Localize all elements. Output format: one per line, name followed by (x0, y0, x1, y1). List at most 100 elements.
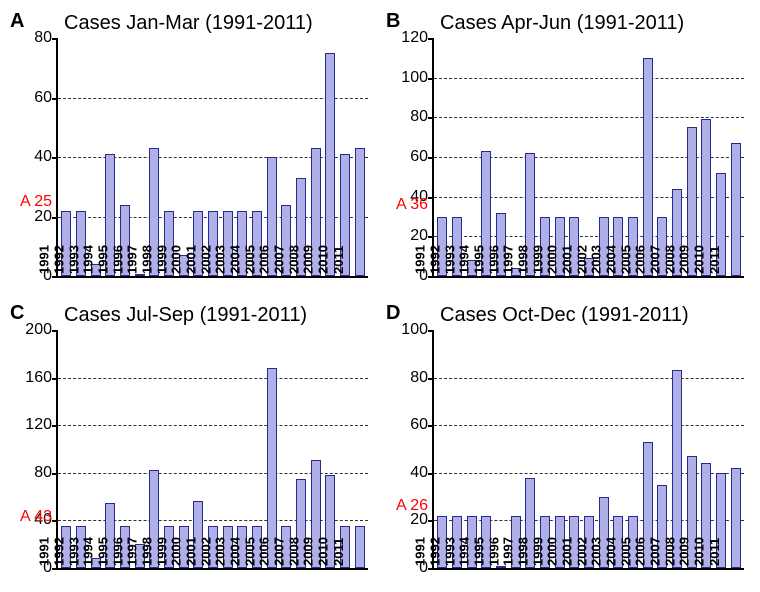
x-category-label: 1992 (52, 245, 67, 274)
y-tick-label: 100 (401, 69, 434, 87)
y-tick-label: 80 (410, 108, 434, 126)
mean-annotation: A 43 (20, 508, 58, 526)
x-category-label: 2006 (633, 245, 648, 274)
x-category-label: 1991 (37, 537, 52, 566)
bar-slot: 2009 (324, 38, 337, 276)
x-category-label: 2005 (618, 537, 633, 566)
bar-slot: 1998 (539, 38, 552, 276)
x-category-label: 1995 (96, 245, 111, 274)
x-category-label: 1998 (140, 245, 155, 274)
bar (135, 274, 145, 276)
x-category-label: 1994 (81, 245, 96, 274)
bars-container: 1991199219931994199519961997199819992000… (434, 38, 744, 276)
x-category-label: 2004 (604, 537, 619, 566)
x-category-label: 2001 (560, 245, 575, 274)
bar-slot: 1993 (465, 38, 478, 276)
bar-slot: 1996 (133, 38, 146, 276)
y-tick-label: 60 (410, 148, 434, 166)
plot-area: 020406080A 25199119921993199419951996199… (56, 38, 368, 278)
bar-slot: 2007 (295, 38, 308, 276)
bar-slot: 1997 (148, 330, 161, 568)
plot-area: 020406080100120A 36199119921993199419951… (432, 38, 744, 278)
x-category-label: 1997 (501, 245, 516, 274)
x-category-label: 2000 (169, 245, 184, 274)
bar-slot: 2000 (192, 330, 205, 568)
bar-slot: 2009 (700, 330, 713, 568)
x-category-label: 2007 (648, 537, 663, 566)
panel-c: CCases Jul-Sep (1991-2011)04080120160200… (4, 300, 376, 588)
bar-slot: 1997 (524, 330, 537, 568)
x-category-label: 2008 (662, 245, 677, 274)
bar-slot: 1991 (60, 330, 73, 568)
x-category-label: 1993 (66, 245, 81, 274)
bar-slot: 2005 (265, 38, 278, 276)
x-category-label: 1993 (442, 537, 457, 566)
x-category-label: 1996 (486, 245, 501, 274)
bar (355, 148, 365, 276)
x-category-label: 2002 (198, 245, 213, 274)
x-category-label: 1995 (96, 537, 111, 566)
panel-b: BCases Apr-Jun (1991-2011)02040608010012… (380, 8, 752, 296)
x-category-label: 2010 (316, 245, 331, 274)
x-category-label: 2001 (560, 537, 575, 566)
x-category-label: 1999 (154, 537, 169, 566)
bar-slot: 2004 (627, 38, 640, 276)
bar-slot: 1994 (104, 330, 117, 568)
bar-slot: 1999 (177, 38, 190, 276)
bar-slot: 1992 (75, 38, 88, 276)
x-category-label: 1997 (501, 537, 516, 566)
bar-slot: 2011 (729, 38, 742, 276)
bar-slot: 1995 (495, 38, 508, 276)
bar-slot: 2007 (671, 330, 684, 568)
bar-slot: 2007 (671, 38, 684, 276)
bar-slot: 2011 (353, 330, 366, 568)
y-tick-label: 80 (34, 464, 58, 482)
mean-annotation: A 36 (396, 196, 434, 214)
bar-slot: 1992 (75, 330, 88, 568)
x-category-label: 2011 (331, 538, 346, 566)
x-category-label: 2001 (184, 245, 199, 274)
panel-d: DCases Oct-Dec (1991-2011)020406080100A … (380, 300, 752, 588)
x-category-label: 2004 (604, 245, 619, 274)
bar-slot: 1993 (89, 330, 102, 568)
x-category-label: 2007 (272, 537, 287, 566)
bar-slot: 2003 (236, 38, 249, 276)
x-category-label: 2003 (213, 245, 228, 274)
x-category-label: 1992 (52, 537, 67, 566)
x-category-label: 2002 (198, 537, 213, 566)
bar-slot: 2011 (729, 330, 742, 568)
y-tick-label: 20 (410, 227, 434, 245)
bar-slot: 2002 (597, 38, 610, 276)
bar-slot: 1998 (163, 330, 176, 568)
x-category-label: 2003 (589, 245, 604, 274)
y-tick-label: 40 (410, 464, 434, 482)
x-category-label: 2011 (707, 538, 722, 566)
bar-slot: 2001 (207, 38, 220, 276)
bar (325, 53, 335, 276)
y-tick-label: 80 (410, 369, 434, 387)
figure-grid: ACases Jan-Mar (1991-2011)020406080A 251… (0, 0, 760, 592)
y-tick-label: 40 (34, 148, 58, 166)
x-category-label: 1995 (472, 537, 487, 566)
x-category-label: 1997 (125, 245, 140, 274)
bar-slot: 1994 (480, 38, 493, 276)
x-category-label: 2002 (574, 245, 589, 274)
x-category-label: 2000 (545, 537, 560, 566)
bar-slot: 1991 (436, 330, 449, 568)
bar-slot: 1994 (104, 38, 117, 276)
bar-slot: 1997 (148, 38, 161, 276)
bar-slot: 2006 (656, 38, 669, 276)
x-category-label: 2011 (331, 246, 346, 274)
bar-slot: 2004 (627, 330, 640, 568)
bar-slot: 2001 (583, 330, 596, 568)
x-category-label: 2009 (301, 537, 316, 566)
x-category-label: 1991 (37, 245, 52, 274)
x-category-label: 2006 (633, 537, 648, 566)
plot-area: 020406080100A 26199119921993199419951996… (432, 330, 744, 570)
bar-slot: 2006 (280, 330, 293, 568)
bar-slot: 1991 (60, 38, 73, 276)
bar-slot: 1992 (451, 330, 464, 568)
x-category-label: 1996 (110, 245, 125, 274)
x-category-label: 1999 (530, 245, 545, 274)
panel-letter: B (386, 10, 400, 33)
